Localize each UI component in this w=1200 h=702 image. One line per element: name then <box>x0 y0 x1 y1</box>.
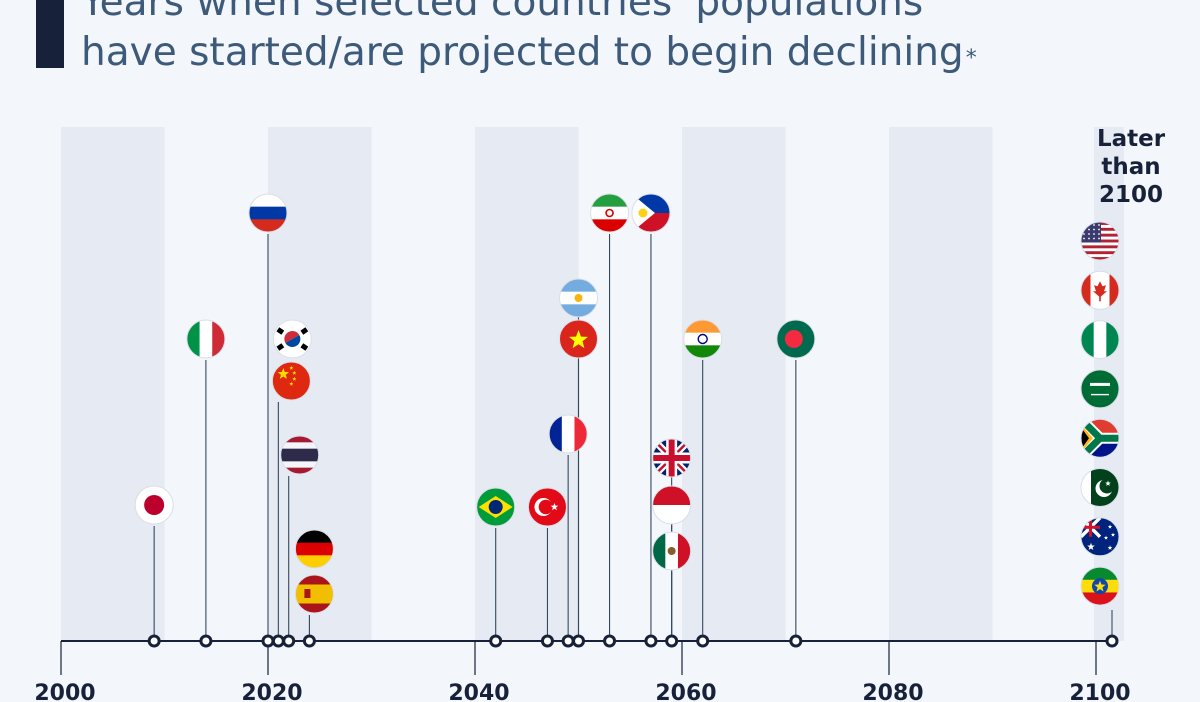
de-flag-icon: Germany <box>294 529 334 569</box>
vn-flag-icon: Vietnam <box>559 319 598 359</box>
x-tick-label: 2060 <box>655 681 716 702</box>
year-marker <box>789 634 803 648</box>
et-flag-icon: Ethiopia <box>1080 566 1120 606</box>
x-tick-label: 2080 <box>862 681 923 702</box>
jp-flag-icon: Japan <box>134 485 174 525</box>
ph-flag-icon: Philippines <box>631 193 671 233</box>
cn-flag-icon: China <box>271 361 311 401</box>
x-tick-label: 2040 <box>448 681 509 702</box>
year-marker <box>665 634 679 648</box>
ng-flag-icon: Nigeria <box>1080 320 1120 360</box>
br-flag-icon: Brazil <box>476 487 516 527</box>
year-marker <box>271 634 285 648</box>
ar-flag-icon: Argentina <box>559 278 598 318</box>
year-marker <box>261 634 275 648</box>
chart-title-line-2: have started/are projected to begin decl… <box>81 30 964 75</box>
ir-flag-icon: Iran <box>590 193 630 233</box>
x-tick-label: 2100 <box>1069 681 1130 702</box>
id-flag-icon: Indonesia <box>652 485 692 525</box>
decade-band <box>475 127 579 641</box>
chart-title-line-1: Years when selected countries' populatio… <box>81 0 924 25</box>
pk-flag-icon: Pakistan <box>1080 468 1120 507</box>
bd-flag-icon: Bangladesh <box>776 319 816 359</box>
us-flag-icon: United States <box>1080 221 1120 261</box>
za-flag-icon: South Africa <box>1080 418 1120 458</box>
ca-flag-icon: Canada <box>1080 270 1120 310</box>
gb-flag-icon: United Kingdom <box>652 438 692 478</box>
kr-flag-icon: South Korea <box>272 319 312 359</box>
title-accent-bar <box>36 0 64 68</box>
year-marker <box>644 634 658 648</box>
x-tick-label: 2020 <box>241 681 302 702</box>
x-tick-label: 2000 <box>34 681 95 702</box>
fr-flag-icon: France <box>548 414 588 454</box>
year-marker <box>302 634 316 648</box>
decade-band <box>61 127 165 641</box>
es-flag-icon: Spain <box>294 574 334 614</box>
mx-flag-icon: Mexico <box>652 531 692 571</box>
sa-flag-icon: Saudi Arabia <box>1080 369 1120 409</box>
title-footnote-mark: * <box>965 46 977 71</box>
decade-band <box>889 127 993 641</box>
chart-title: Years when selected countries' populatio… <box>81 0 1161 78</box>
in-flag-icon: India <box>683 319 723 359</box>
later-marker <box>1105 634 1119 648</box>
year-marker <box>572 634 585 648</box>
decade-band <box>682 127 786 641</box>
th-flag-icon: Thailand <box>280 435 320 475</box>
au-flag-icon: Australia <box>1080 517 1120 557</box>
later-than-2100-label: 2100 <box>1099 182 1163 208</box>
year-marker <box>199 634 213 648</box>
later-than-2100-label: than <box>1101 154 1160 180</box>
ru-flag-icon: Russia <box>248 193 288 233</box>
year-marker <box>696 634 710 648</box>
it-flag-icon: Italy <box>186 319 226 359</box>
year-marker <box>489 634 503 648</box>
year-marker <box>603 634 617 648</box>
year-marker <box>540 634 554 648</box>
year-marker <box>282 634 296 648</box>
later-than-2100-label: Later <box>1097 126 1166 152</box>
year-marker <box>147 634 161 648</box>
year-marker <box>561 634 575 648</box>
tr-flag-icon: Turkey <box>527 487 567 527</box>
